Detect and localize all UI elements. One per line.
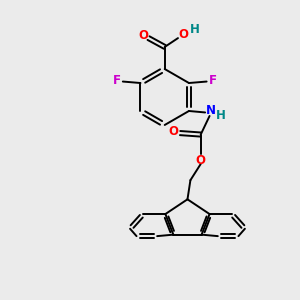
Text: H: H bbox=[190, 23, 200, 36]
Text: N: N bbox=[206, 104, 215, 118]
Text: F: F bbox=[113, 74, 121, 87]
Text: H: H bbox=[215, 109, 225, 122]
Text: O: O bbox=[169, 125, 178, 138]
Text: O: O bbox=[178, 28, 188, 41]
Text: O: O bbox=[138, 29, 148, 42]
Text: O: O bbox=[196, 154, 206, 167]
Text: F: F bbox=[209, 74, 217, 87]
